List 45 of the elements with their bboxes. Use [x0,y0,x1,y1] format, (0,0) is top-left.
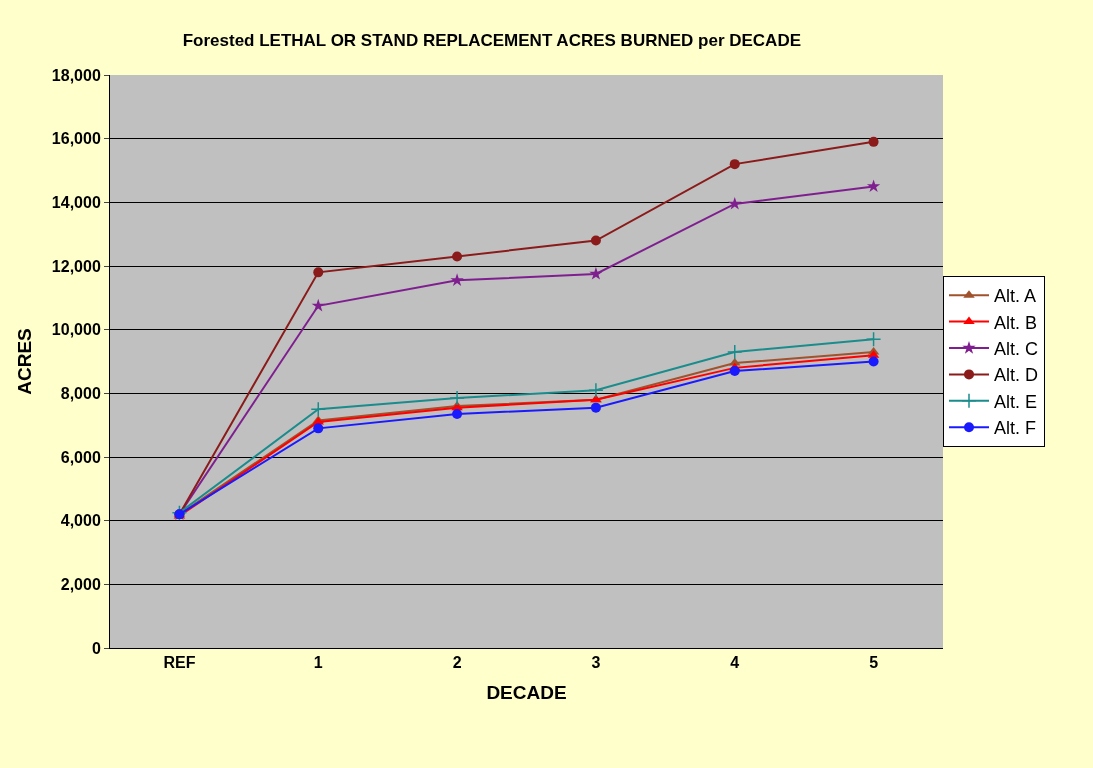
point [729,159,740,170]
point [310,401,326,417]
point [589,266,603,280]
x-tick-label: 2 [452,654,462,672]
point [588,382,604,398]
point [311,298,325,312]
legend-label: Alt. B [994,312,1038,333]
point [450,273,464,286]
y-tick-label: 12,000 [51,257,101,275]
legend-label: Alt. A [994,286,1037,307]
point [729,366,740,377]
x-tick-label: 3 [591,654,601,672]
point [868,136,879,147]
x-tick-label: 1 [313,654,323,672]
point [866,179,881,193]
point [590,235,601,246]
point [865,331,882,347]
x-axis-title: DECADE [486,682,567,703]
point [449,390,465,406]
y-tick-label: 16,000 [51,130,101,148]
point [452,251,463,262]
point [727,344,743,360]
y-tick-label: 2,000 [60,575,101,593]
point [590,402,601,413]
legend-label: Alt. C [994,339,1039,360]
y-tick-label: 14,000 [51,193,101,211]
legend-label: Alt. F [994,418,1037,439]
legend-label: Alt. D [994,365,1039,386]
y-tick-label: 18,000 [51,66,101,84]
x-tick-label: REF [163,654,196,672]
point [452,409,463,420]
legend-label: Alt. E [994,391,1038,412]
x-tick-label: 5 [869,654,879,672]
chart-title: Forested LETHAL OR STAND REPLACEMENT ACRES BURNED per DECADE [182,31,802,51]
y-tick-label: 6,000 [60,448,101,466]
point [728,196,742,210]
y-tick-label: 4,000 [60,512,101,530]
point [313,267,324,278]
y-tick-label: 8,000 [60,384,101,402]
y-axis-title: ACRES [13,328,35,395]
y-tick-label: 0 [91,639,101,657]
y-tick-label: 10,000 [51,321,101,339]
point [868,356,879,367]
point [313,423,324,434]
x-tick-label: 4 [730,654,740,672]
